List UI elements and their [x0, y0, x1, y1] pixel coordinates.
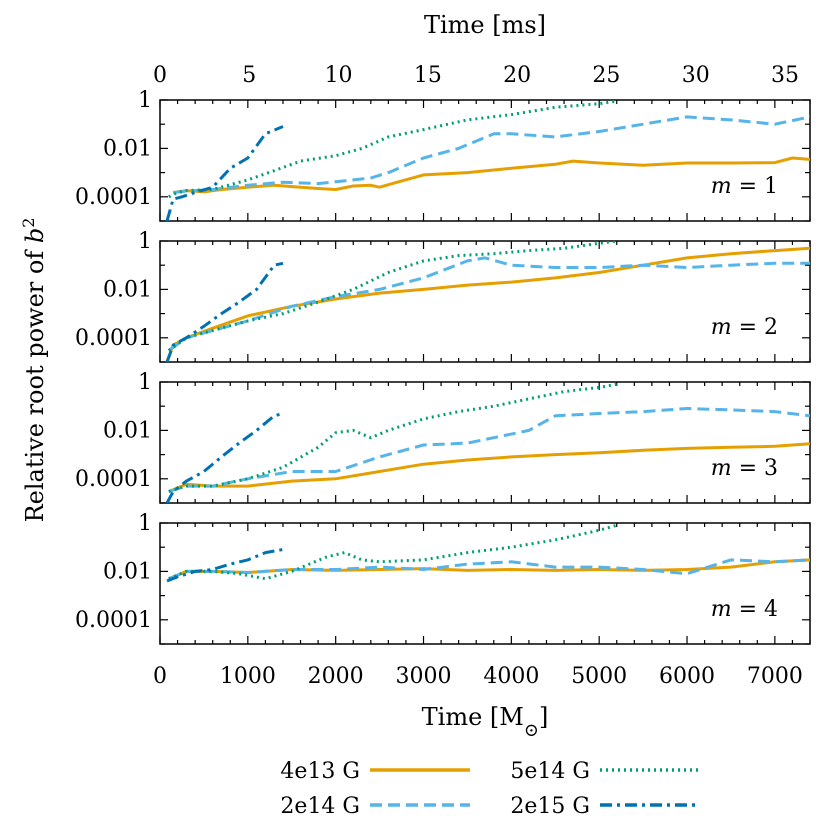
panel-3: 1 0.01 0.0001 m = 3: [75, 370, 811, 504]
panel-2: 1 0.01 0.0001 m = 2: [75, 229, 811, 363]
y-axis-label: Relative root power of b2: [19, 218, 50, 523]
series-line: [168, 523, 618, 581]
top-tick-label: 0: [153, 63, 167, 88]
series-line: [165, 246, 810, 362]
legend-item: 2e14 G: [280, 794, 470, 819]
bottom-tick-label: 6000: [659, 664, 715, 689]
bottom-tick-label: 2000: [308, 664, 364, 689]
series-group: [165, 100, 810, 221]
series-line: [168, 442, 810, 493]
panel-label: m = 4: [711, 597, 778, 622]
top-tick-label: 5: [242, 63, 256, 88]
top-tick-label: 10: [325, 63, 353, 88]
panels: 1 0.01 0.0001 m = 1 1 0.01 0.0001 m = 2 1 0.01 0.0…: [75, 88, 811, 645]
top-axis: 0 5 10 15 20 25 30 35: [153, 63, 799, 88]
series-group: [165, 382, 810, 503]
legend-label: 4e13 G: [280, 759, 360, 784]
series-line: [165, 261, 284, 362]
y-tick-label: 0.01: [103, 418, 152, 443]
y-tick-label: 1: [138, 229, 152, 254]
top-tick-label: 15: [414, 63, 442, 88]
legend-item: 2e15 G: [510, 794, 700, 819]
panel-frame: [159, 240, 811, 363]
bottom-tick-label: 0: [153, 664, 167, 689]
panel-frame: [159, 522, 811, 645]
bottom-tick-label: 4000: [483, 664, 539, 689]
panel-4: 1 0.01 0.0001 m = 4: [75, 511, 811, 645]
y-tick-label: 0.01: [103, 277, 152, 302]
series-line: [168, 407, 810, 493]
bottom-axis-label: Time [M⊙]: [422, 703, 549, 741]
y-tick-label: 0.0001: [75, 326, 152, 351]
y-tick-label: 1: [138, 511, 152, 536]
top-tick-label: 20: [503, 63, 531, 88]
bottom-axis: 0 1000 2000 3000 4000 5000 6000 7000: [153, 664, 803, 689]
top-axis-label: Time [ms]: [424, 11, 546, 39]
y-tick-label: 1: [138, 370, 152, 395]
bottom-tick-label: 5000: [571, 664, 627, 689]
bottom-tick-label: 7000: [747, 664, 803, 689]
top-tick-label: 35: [771, 63, 799, 88]
series-group: [166, 523, 810, 583]
top-tick-label: 25: [592, 63, 620, 88]
legend-item: 5e14 G: [510, 759, 700, 784]
panel-label: m = 2: [711, 315, 778, 340]
series-line: [172, 156, 810, 194]
y-tick-label: 0.0001: [75, 608, 152, 633]
y-tick-label: 1: [138, 88, 152, 113]
series-line: [168, 382, 618, 493]
y-tick-label: 0.01: [103, 559, 152, 584]
series-line: [165, 125, 284, 221]
y-tick-label: 0.0001: [75, 467, 152, 492]
y-tick-label: 0.01: [103, 136, 152, 161]
legend-label: 2e15 G: [510, 794, 590, 819]
panel-frame: [159, 99, 811, 222]
legend-label: 5e14 G: [510, 759, 590, 784]
bottom-tick-label: 1000: [220, 664, 276, 689]
series-line: [167, 241, 617, 352]
series-line: [165, 412, 284, 503]
bottom-tick-label: 3000: [396, 664, 452, 689]
panel-label: m = 1: [711, 174, 778, 199]
panel-1: 1 0.01 0.0001 m = 1: [75, 88, 811, 222]
legend-item: 4e13 G: [280, 759, 470, 784]
top-tick-label: 30: [682, 63, 710, 88]
panel-frame: [159, 381, 811, 504]
panel-label: m = 3: [711, 456, 778, 481]
series-line: [173, 115, 810, 194]
y-tick-label: 0.0001: [75, 185, 152, 210]
series-group: [165, 241, 810, 362]
legend-label: 2e14 G: [280, 794, 360, 819]
series-line: [166, 548, 284, 583]
legend: 4e13 G 2e14 G 5e14 G 2e15 G: [280, 759, 700, 819]
series-line: [168, 558, 810, 581]
